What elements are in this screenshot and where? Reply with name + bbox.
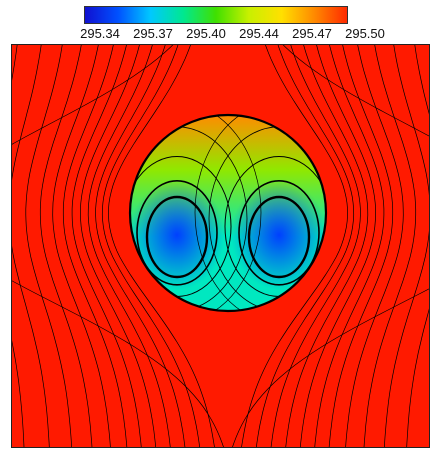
streamline bbox=[12, 45, 25, 447]
colorbar-tick-label: 295.50 bbox=[345, 26, 385, 41]
streamline bbox=[80, 45, 157, 447]
streamline bbox=[345, 45, 404, 447]
streamline bbox=[363, 45, 417, 447]
vortex-streamline bbox=[194, 115, 326, 311]
streamline bbox=[232, 45, 429, 447]
colorbar-tick-label: 295.34 bbox=[80, 26, 120, 41]
streamline bbox=[39, 45, 93, 447]
colorbar bbox=[84, 6, 348, 24]
streamline bbox=[328, 45, 394, 447]
colorbar-tick-label: 295.37 bbox=[133, 26, 173, 41]
streamline bbox=[256, 45, 355, 447]
streamline bbox=[384, 45, 429, 447]
streamline bbox=[95, 45, 186, 447]
temperature-field-plot bbox=[11, 44, 430, 448]
streamline bbox=[299, 45, 376, 447]
vortex-streamline bbox=[136, 180, 218, 286]
streamline bbox=[285, 45, 369, 447]
streamline bbox=[108, 45, 215, 447]
colorbar-tick-label: 295.47 bbox=[292, 26, 332, 41]
streamline bbox=[12, 45, 50, 447]
streamline bbox=[71, 45, 142, 447]
streamline bbox=[314, 45, 385, 447]
vortex-streamline bbox=[238, 180, 320, 286]
colorbar-ticks: 295.34 295.37 295.40 295.44 295.47 295.5… bbox=[60, 26, 385, 44]
streamline bbox=[101, 45, 200, 447]
streamline bbox=[52, 45, 111, 447]
drop-interface bbox=[128, 113, 328, 313]
vortex-streamline bbox=[130, 115, 262, 311]
streamline bbox=[25, 45, 72, 447]
streamline bbox=[406, 45, 429, 447]
streamline bbox=[12, 45, 224, 447]
streamline bbox=[62, 45, 128, 447]
streamline bbox=[270, 45, 361, 447]
vortex-streamline bbox=[145, 195, 209, 279]
streamline bbox=[87, 45, 171, 447]
colorbar-tick-label: 295.44 bbox=[239, 26, 279, 41]
inner-streamlines bbox=[130, 115, 326, 311]
plot-canvas bbox=[12, 45, 429, 447]
outer-streamlines bbox=[12, 45, 429, 447]
streamline bbox=[241, 45, 348, 447]
colorbar-tick-label: 295.40 bbox=[186, 26, 226, 41]
vortex-streamline bbox=[247, 195, 311, 279]
